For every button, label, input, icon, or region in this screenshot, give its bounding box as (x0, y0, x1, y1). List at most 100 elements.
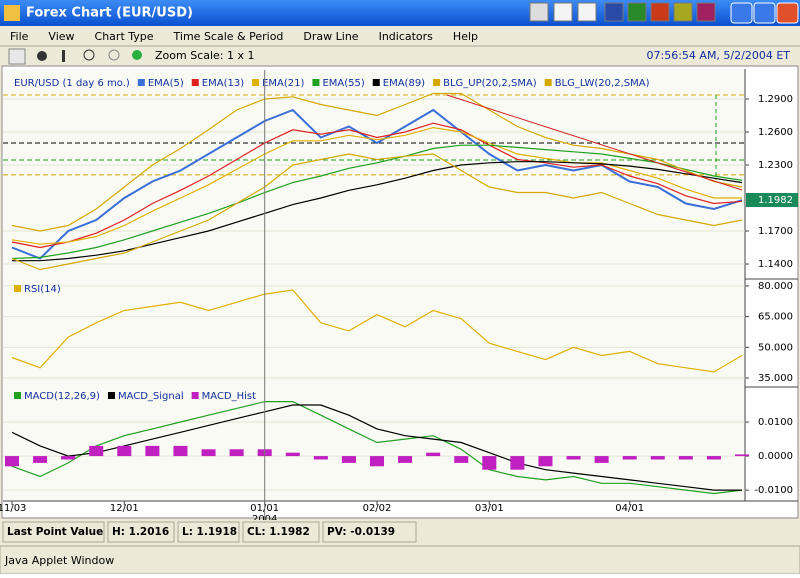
legend-label: EMA(13) (202, 78, 244, 89)
legend-label: EMA(89) (383, 78, 425, 89)
menu-item[interactable]: Chart Type (95, 30, 154, 43)
hist-bar (201, 449, 216, 457)
x-tick-label: 11/03 (0, 503, 26, 514)
hist-bar (33, 456, 48, 463)
menu-item[interactable]: File (10, 30, 29, 43)
legend-swatch (191, 79, 199, 86)
y-tick-label: 80.000 (758, 281, 793, 292)
y-tick-label: 50.000 (758, 342, 793, 353)
legend-swatch (312, 79, 320, 86)
panel-bg (3, 275, 745, 386)
legend-swatch (137, 79, 145, 86)
legend-swatch (544, 79, 552, 86)
last-value-label: 1.1982 (758, 195, 793, 206)
maximize-button[interactable] (753, 2, 776, 24)
hist-bar (398, 456, 413, 463)
hist-bar (510, 456, 525, 470)
legend-label: MACD_Signal (118, 391, 184, 402)
window-title: Forex Chart (EUR/USD) (26, 6, 193, 21)
x-tick-label: 04/01 (615, 503, 644, 514)
y-tick-label: 0.0100 (758, 417, 793, 428)
series-line (12, 161, 743, 262)
y-tick-label: 1.1700 (758, 226, 793, 237)
chart-title: EUR/USD (1 day 6 mo.) (14, 78, 130, 89)
hist-bar (313, 456, 328, 460)
status-cell (322, 521, 417, 543)
menu-item[interactable]: Indicators (379, 30, 434, 43)
hist-bar (650, 456, 665, 460)
hist-bar (173, 445, 188, 457)
series-line (11, 108, 743, 260)
hist-bar (229, 449, 244, 457)
hist-bar (454, 456, 469, 463)
hist-bar (734, 454, 750, 457)
hist-bar (61, 456, 76, 460)
legend-label: EMA(21) (262, 78, 304, 89)
menu-item[interactable]: Draw Line (303, 30, 358, 43)
series-line (11, 144, 743, 260)
series-line (11, 153, 743, 271)
hist-bar (117, 445, 132, 457)
footer-text: Java Applet Window (4, 554, 114, 567)
y-tick-label: 1.1400 (758, 259, 793, 270)
hist-bar (89, 445, 104, 457)
series-line (11, 289, 743, 373)
hist-bar (341, 456, 356, 463)
y-tick-label: 1.2900 (758, 94, 793, 105)
legend-label: MACD_Hist (202, 391, 256, 402)
hist-bar (538, 456, 553, 467)
menu-item[interactable]: Time Scale & Period (173, 30, 284, 43)
status-bar: Last Point Value H: 1.2016 L: 1.1918 CL: 1.… (0, 520, 800, 544)
close-button[interactable] (776, 2, 799, 24)
menu-item[interactable]: View (48, 30, 74, 43)
legend-swatch (14, 392, 21, 399)
status-cell (242, 521, 320, 543)
status-bg (0, 520, 800, 544)
legend-swatch (107, 392, 115, 399)
toolbar-buttons (8, 48, 142, 65)
app-icon (4, 5, 20, 21)
status-cell (177, 521, 240, 543)
y-tick-label: 1.2300 (758, 160, 793, 171)
x-tick-label: 03/01 (475, 503, 504, 514)
hist-bar (285, 452, 300, 457)
y-tick-label: 1.2600 (758, 127, 793, 138)
hist-bar (145, 445, 160, 457)
footer-bar (0, 545, 800, 575)
legend-label: BLG_UP(20,2,SMA) (443, 78, 537, 89)
x-tick-label: 02/02 (363, 503, 392, 514)
hist-bar (426, 452, 441, 457)
legend-label: BLG_LW(20,2,SMA) (555, 78, 650, 89)
hist-bar (566, 456, 581, 460)
series-line (11, 122, 743, 249)
y-tick-label: 35.000 (758, 373, 793, 384)
hist-bar (4, 456, 20, 467)
x-tick-label: 12/01 (110, 503, 139, 514)
status-text: PV: -0.0139 (327, 526, 395, 538)
series-line (11, 401, 743, 495)
hist-bar (706, 456, 721, 460)
series-line (11, 404, 742, 491)
legend-label: EMA(55) (322, 78, 364, 89)
minimize-button[interactable] (730, 2, 753, 24)
y-tick-label: -0.0100 (754, 485, 793, 496)
status-cell (2, 521, 105, 543)
charts: 1.2900 1.2600 1.2300 1.1700 1.1400 1.1982 EUR/… (0, 69, 798, 525)
menu-bar: File View Chart Type Time Scale & Period Dra… (10, 30, 478, 43)
legend-swatch (191, 392, 199, 399)
hist-bar (594, 456, 609, 463)
series-line (11, 92, 743, 232)
y-tick-label: 65.000 (758, 312, 793, 323)
status-text: CL: 1.1982 (247, 526, 310, 538)
legend-swatch (14, 285, 21, 292)
y-tick-label: 0.0000 (758, 451, 793, 462)
legend-swatch (433, 79, 441, 86)
status-cell (107, 521, 175, 543)
legend-label: RSI(14) (24, 284, 61, 295)
menu-item[interactable]: Help (453, 30, 478, 43)
legend-swatch (252, 79, 260, 86)
status-text: H: 1.2016 (112, 526, 169, 538)
legend-swatch (372, 79, 380, 86)
status-text: L: 1.1918 (182, 526, 237, 538)
